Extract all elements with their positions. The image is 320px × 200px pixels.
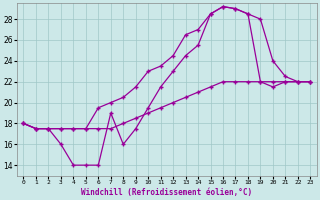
X-axis label: Windchill (Refroidissement éolien,°C): Windchill (Refroidissement éolien,°C) <box>81 188 252 197</box>
